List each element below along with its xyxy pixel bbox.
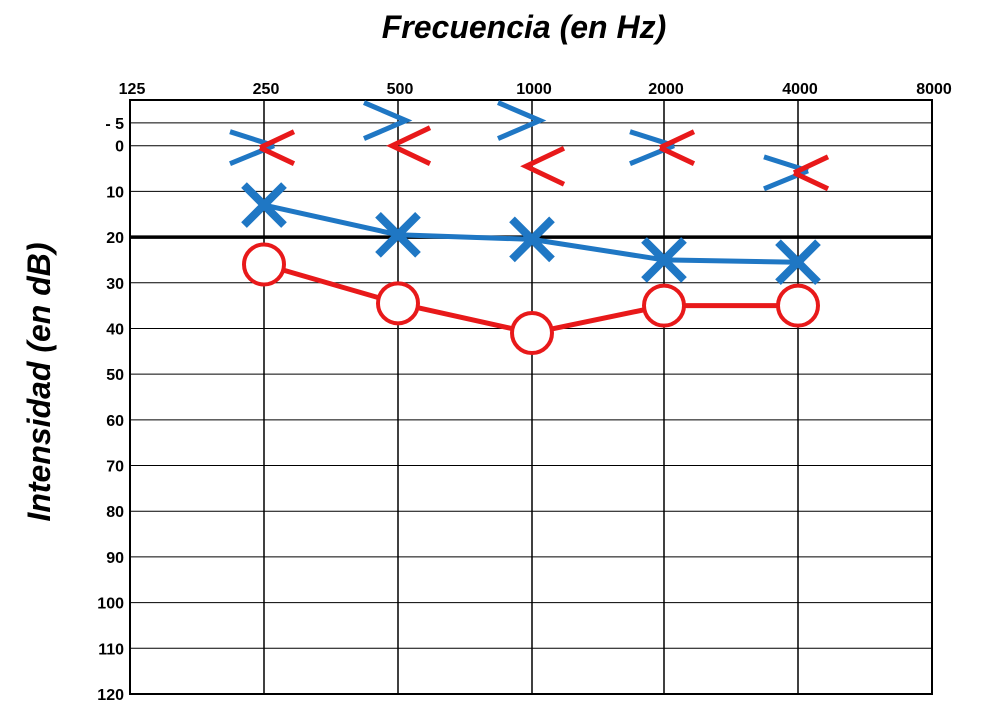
marker-bone-x — [792, 154, 830, 192]
y-tick-label: 100 — [97, 596, 124, 613]
y-tick-label: 30 — [106, 276, 124, 293]
marker-greater-than — [497, 100, 547, 141]
series-5 — [386, 125, 566, 187]
y-tick-label: 50 — [106, 367, 124, 384]
series-3 — [258, 129, 830, 192]
marker-circle — [776, 283, 820, 328]
y-tick-label: 90 — [106, 550, 124, 567]
x-tick-label: 2000 — [648, 81, 684, 98]
marker-x — [641, 237, 687, 283]
y-tick-label: 120 — [97, 687, 124, 704]
marker-bone-x — [658, 129, 696, 166]
x-tick-labels: 125 250 500 1000 2000 4000 8000 — [119, 81, 952, 98]
marker-x — [775, 239, 821, 286]
series-layer — [229, 100, 830, 356]
marker-greater-than — [363, 100, 413, 141]
series-2 — [229, 129, 809, 192]
x-tick-label: 1000 — [516, 81, 552, 98]
y-tick-label: 10 — [106, 184, 124, 201]
marker-bone-x — [629, 129, 675, 167]
marker-bone-x — [763, 154, 809, 192]
chart-grid — [129, 99, 933, 695]
marker-x — [241, 182, 287, 228]
x-tick-label: 8000 — [916, 81, 952, 98]
chart-title: Frecuencia (en Hz) — [382, 9, 667, 45]
marker-circle — [376, 281, 420, 326]
marker-less-than — [386, 125, 432, 166]
marker-less-than — [520, 145, 566, 187]
series-1 — [242, 242, 820, 356]
y-tick-label: 40 — [106, 321, 124, 338]
marker-circle — [242, 242, 286, 287]
marker-x — [509, 216, 555, 263]
y-tick-label: 20 — [106, 230, 124, 247]
marker-x — [375, 211, 421, 258]
y-axis-label: Intensidad (en dB) — [21, 242, 57, 521]
y-tick-label: 110 — [98, 641, 124, 658]
y-tick-label: 60 — [106, 413, 124, 430]
y-tick-label: 80 — [106, 504, 124, 521]
series-4 — [363, 100, 547, 141]
marker-circle — [510, 311, 554, 356]
marker-bone-x — [229, 129, 275, 167]
y-tick-label: 0 — [115, 139, 124, 156]
series-0 — [241, 182, 821, 286]
y-tick-label: - 5 — [105, 116, 124, 133]
y-tick-label: 70 — [106, 459, 124, 476]
x-tick-label: 125 — [119, 81, 146, 98]
marker-bone-x — [258, 129, 296, 166]
marker-circle — [642, 283, 686, 328]
x-tick-label: 250 — [253, 81, 280, 98]
y-tick-labels: - 5 0 10 20 30 40 50 60 70 80 90 100 110 120 — [97, 116, 124, 704]
x-tick-label: 4000 — [782, 81, 818, 98]
x-tick-label: 500 — [387, 81, 414, 98]
